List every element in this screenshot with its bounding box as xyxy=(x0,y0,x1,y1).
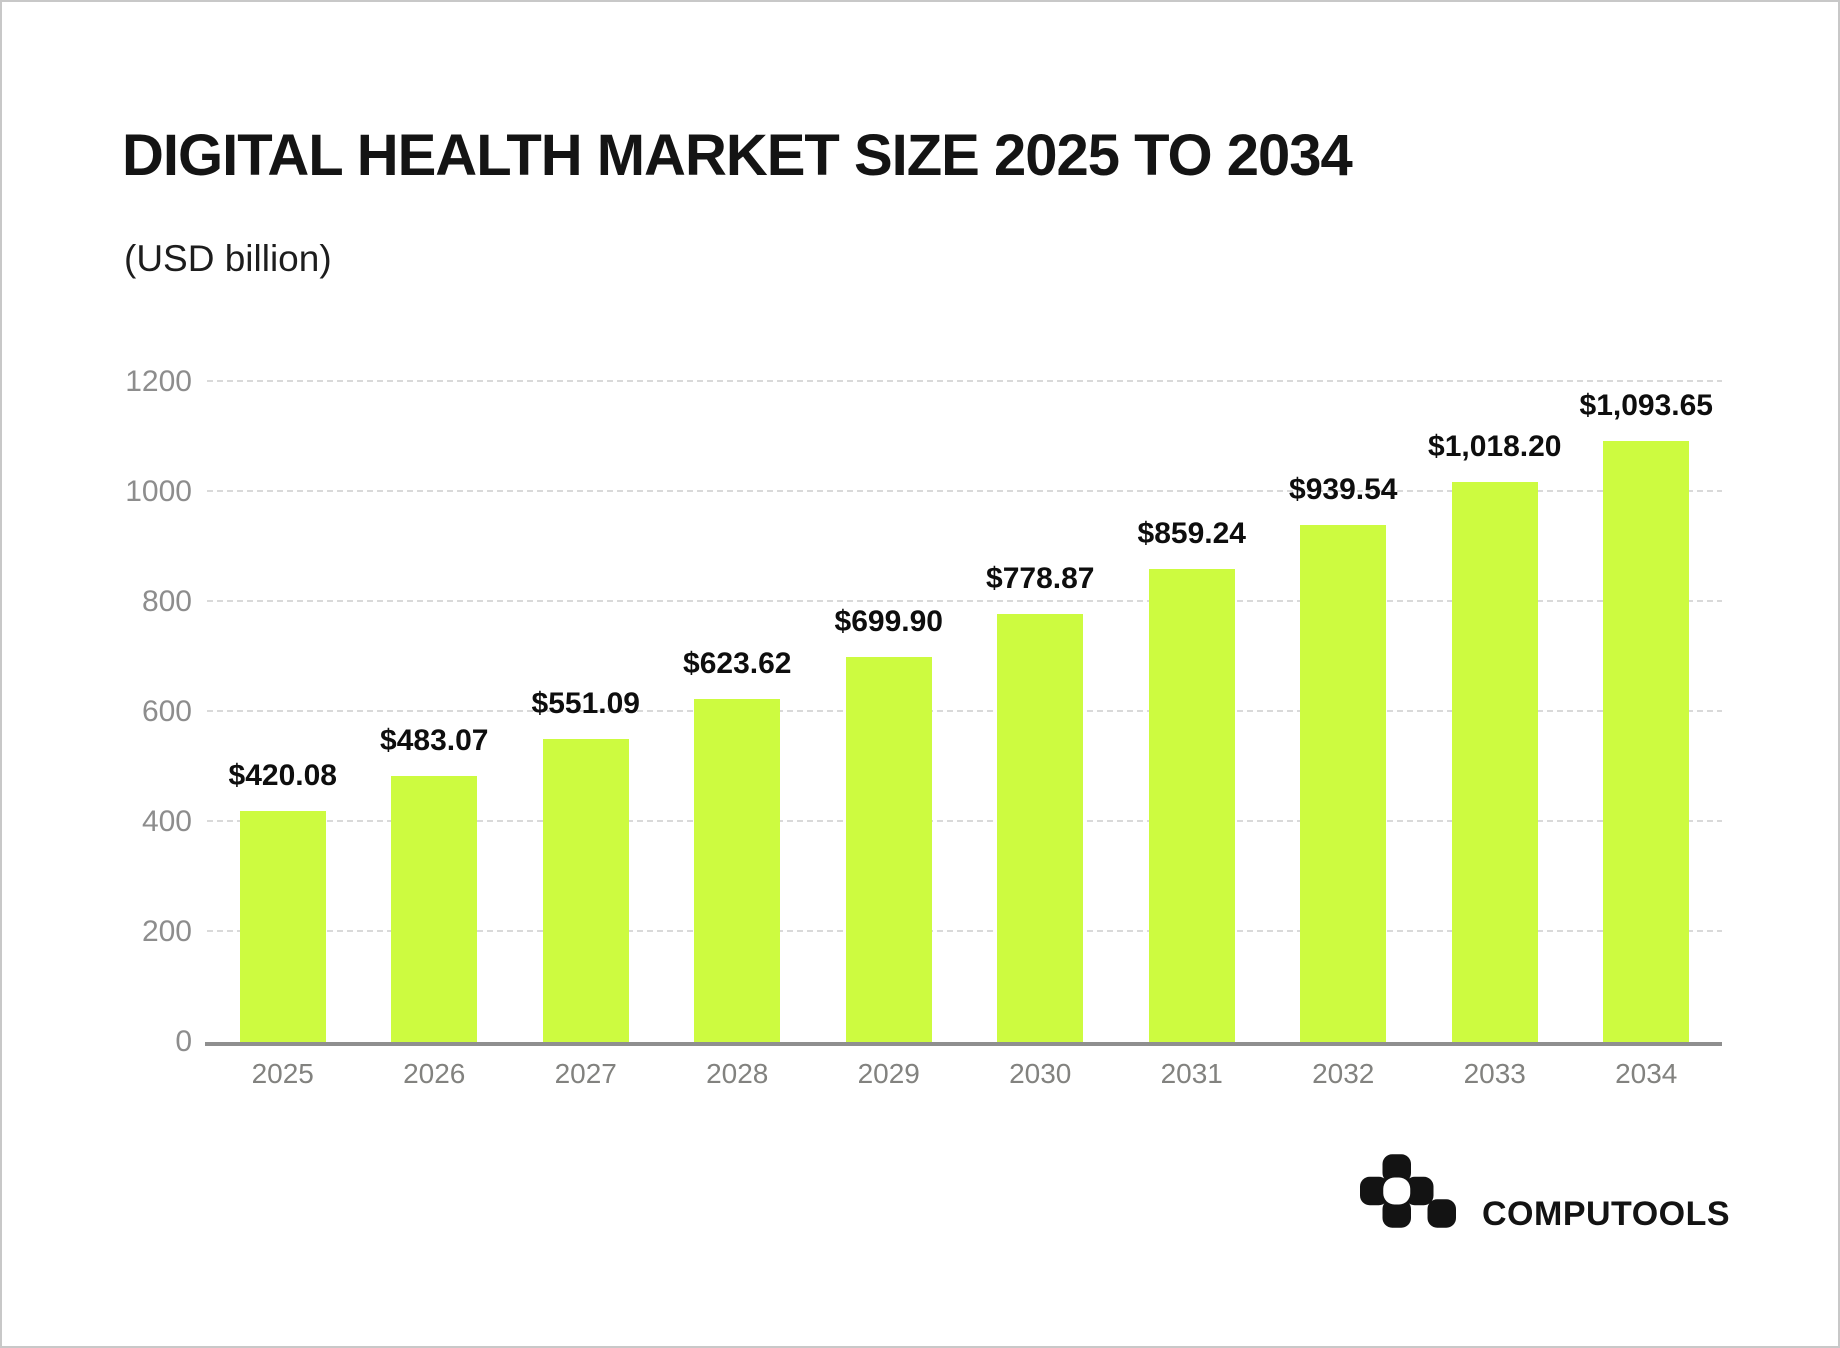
x-tick-label-2027: 2027 xyxy=(554,1058,617,1089)
gridline-200 xyxy=(207,930,1722,932)
x-tick-label-2026: 2026 xyxy=(403,1058,466,1089)
bar-value-label-2029: $699.90 xyxy=(834,605,943,639)
bar-2025 xyxy=(239,810,326,1042)
bar-slot-2026: $483.07 xyxy=(359,382,511,1042)
y-tick-label-800: 800 xyxy=(141,585,192,618)
bar-value-label-2026: $483.07 xyxy=(380,724,489,758)
bar-value-label-2034: $1,093.65 xyxy=(1579,388,1713,422)
gridline-400 xyxy=(207,820,1722,822)
bar-value-label-2025: $420.08 xyxy=(228,758,337,792)
bar-slot-2029: $699.90 xyxy=(813,382,965,1042)
x-tick-label-2025: 2025 xyxy=(251,1058,314,1089)
bar-slot-2031: $859.24 xyxy=(1116,382,1268,1042)
y-tick-label-600: 600 xyxy=(141,695,192,728)
bar-2027 xyxy=(542,738,629,1042)
gridline-800 xyxy=(207,600,1722,602)
bar-slot-2034: $1,093.65 xyxy=(1571,382,1723,1042)
bar-value-label-2027: $551.09 xyxy=(531,686,640,720)
gridline-1000 xyxy=(207,490,1722,492)
x-tick-label-2033: 2033 xyxy=(1463,1058,1526,1089)
y-tick-label-1000: 1000 xyxy=(125,475,192,508)
x-tick-label-2029: 2029 xyxy=(857,1058,920,1089)
x-tick-label-2031: 2031 xyxy=(1160,1058,1223,1089)
bar-value-label-2030: $778.87 xyxy=(986,561,1095,595)
y-tick-label-200: 200 xyxy=(141,915,192,948)
bar-2028 xyxy=(694,699,781,1042)
y-tick-label-0: 0 xyxy=(175,1025,192,1058)
chart-title: DIGITAL HEALTH MARKET SIZE 2025 TO 2034 xyxy=(122,123,1353,188)
x-tick-label-2028: 2028 xyxy=(706,1058,769,1089)
bar-slot-2032: $939.54 xyxy=(1268,382,1420,1042)
y-tick-label-1200: 1200 xyxy=(125,365,192,398)
computools-pixel-mark-icon xyxy=(1360,1154,1456,1233)
bar-value-label-2031: $859.24 xyxy=(1137,517,1246,551)
y-tick-label-400: 400 xyxy=(141,805,192,838)
bar-value-label-2032: $939.54 xyxy=(1289,473,1398,507)
bar-slot-2028: $623.62 xyxy=(662,382,814,1042)
plot-area: $420.08 $483.07 $551.09 $623.62 $699.90 $778.… xyxy=(205,380,1722,1046)
bar-2026 xyxy=(391,776,478,1042)
bar-value-label-2033: $1,018.20 xyxy=(1428,430,1562,463)
computools-logo: COMPUTOOLS xyxy=(1360,1154,1730,1233)
bar-2030 xyxy=(997,613,1084,1042)
x-axis-baseline xyxy=(205,1042,1722,1046)
bar-2031 xyxy=(1148,569,1235,1042)
bar-2032 xyxy=(1300,525,1387,1042)
bar-2033 xyxy=(1451,482,1538,1042)
x-tick-label-2030: 2030 xyxy=(1009,1058,1072,1089)
gridline-1200 xyxy=(207,380,1722,382)
bar-series: $420.08 $483.07 $551.09 $623.62 $699.90 $778.… xyxy=(207,382,1722,1042)
bar-slot-2033: $1,018.20 xyxy=(1419,382,1571,1042)
x-axis: 2025 2026 2027 2028 2029 2030 2031 2032 2033 2034 xyxy=(207,1058,1722,1090)
bar-2029 xyxy=(845,657,932,1042)
logo-wordmark: COMPUTOOLS xyxy=(1482,1195,1731,1233)
x-tick-label-2032: 2032 xyxy=(1312,1058,1375,1089)
chart-subtitle: (USD billion) xyxy=(124,238,332,279)
bar-slot-2027: $551.09 xyxy=(510,382,662,1042)
bar-2034 xyxy=(1603,440,1690,1042)
bar-value-label-2028: $623.62 xyxy=(683,647,792,681)
x-tick-label-2034: 2034 xyxy=(1615,1058,1678,1089)
gridline-600 xyxy=(207,710,1722,712)
bar-slot-2025: $420.08 xyxy=(207,382,359,1042)
y-axis: 0 200 400 600 800 1000 1200 xyxy=(62,365,192,1058)
bar-slot-2030: $778.87 xyxy=(965,382,1117,1042)
